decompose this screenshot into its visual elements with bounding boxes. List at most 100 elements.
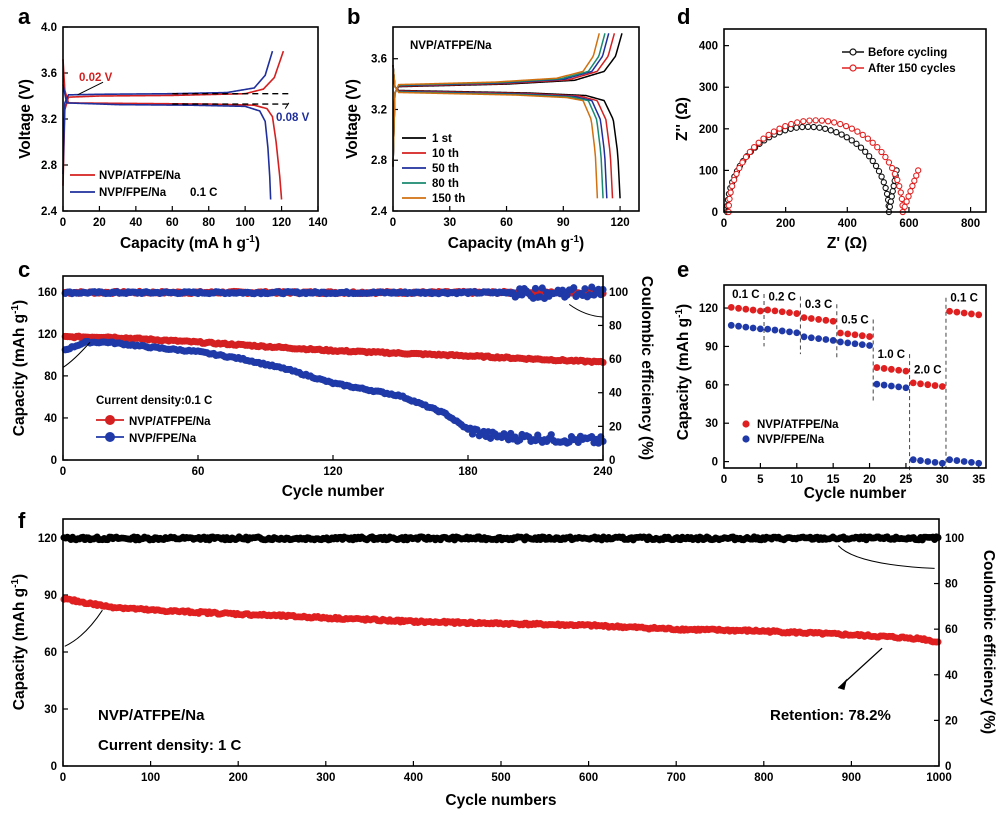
- x-tick-label: 100: [236, 217, 255, 229]
- rate-point: [946, 456, 954, 464]
- x-tick-label: 60: [166, 217, 179, 229]
- rate-point: [968, 310, 975, 318]
- y-tick-label: 30: [44, 704, 57, 716]
- panel-d-ylabel: Z'' (Ω): [674, 97, 691, 141]
- panel-e-rate-labels: 0.1 C 0.2 C 0.3 C 0.5 C 1.0 C 2.0 C 0.1 C: [732, 289, 978, 377]
- y-tick-label: 0: [712, 457, 718, 469]
- y-tick-label: 0: [712, 207, 718, 219]
- rate-point: [931, 458, 939, 466]
- legend-a-atfpe: NVP/ATFPE/Na: [99, 170, 181, 182]
- panel-a-plot: [62, 50, 290, 200]
- legend-a-fpe: NVP/FPE/Na: [99, 187, 167, 199]
- legend-d-entry: Before cycling: [868, 47, 947, 59]
- rate-label: 0.3 C: [805, 299, 833, 311]
- rate-point: [742, 305, 750, 313]
- x-tick-label: 20: [863, 474, 876, 486]
- nyquist-point: [859, 131, 866, 139]
- nyquist-line-0: [726, 126, 898, 213]
- x-tick-label: 400: [404, 772, 423, 784]
- nyquist-point: [812, 117, 819, 124]
- rate-point: [938, 383, 946, 390]
- efficiency-point: [581, 285, 589, 293]
- panel-a-ylabel: Voltage (V): [17, 79, 34, 159]
- rate-point: [844, 330, 852, 338]
- rate-point: [866, 342, 873, 349]
- rate-point: [727, 303, 735, 311]
- legend-marker: [849, 48, 857, 56]
- legend-e-entry: NVP/FPE/Na: [757, 434, 825, 446]
- annotation-a-0-08v: 0.08 V: [276, 112, 310, 124]
- x-tick-label: 20: [93, 217, 106, 229]
- rate-point: [800, 314, 808, 322]
- rate-point: [953, 457, 961, 464]
- rate-label: 0.5 C: [841, 314, 869, 326]
- rate-point: [735, 304, 742, 312]
- y-tick-label: 2.4: [371, 206, 388, 218]
- nyquist-point: [882, 153, 889, 161]
- y-tick-label: 3.6: [371, 54, 387, 66]
- panel-label-f: f: [18, 508, 26, 533]
- rate-point: [837, 329, 844, 337]
- x-tick-label: 80: [202, 217, 215, 229]
- panel-a-ticks: 0 20 40 60 80 100 120 140 2.4 2.8 3.2 3.6 4.0: [41, 22, 328, 229]
- panel-c-legend: Current density:0.1 C NVP/ATFPE/Na NVP/F…: [96, 395, 212, 445]
- nyquist-point: [883, 190, 891, 198]
- nyquist-point: [853, 140, 860, 147]
- rate-point: [880, 381, 888, 389]
- panel-d-xlabel: Z' (Ω): [827, 235, 867, 252]
- y-tick-label: 60: [705, 380, 718, 392]
- y-tick-label: 80: [44, 371, 57, 383]
- nyquist-point: [833, 129, 840, 136]
- nyquist-point: [909, 182, 916, 190]
- nyquist-point: [865, 153, 873, 160]
- nyquist-point: [862, 148, 869, 155]
- rate-point: [771, 326, 779, 334]
- nyquist-point: [742, 153, 750, 161]
- rate-point: [786, 309, 793, 317]
- curve-charge-150th: [392, 33, 600, 167]
- x-tick-label: 0: [721, 474, 727, 486]
- panel-e-xlabel: Cycle number: [804, 485, 907, 502]
- rate-point: [975, 311, 983, 319]
- nyquist-point: [857, 144, 865, 151]
- x-tick-label: 1000: [926, 772, 952, 784]
- panel-d: d 0 200 400 600 800 0 100 200 300 400 Z' (Ω) Z'' …: [674, 4, 987, 252]
- panel-c-plot: [61, 283, 607, 447]
- nyquist-point: [889, 188, 896, 195]
- nyquist-point: [746, 148, 754, 156]
- nyquist-point: [869, 139, 876, 146]
- y-tick-label: 3.2: [371, 104, 387, 116]
- panel-label-e: e: [677, 257, 689, 282]
- y-tick-label: 2.4: [41, 206, 58, 218]
- efficiency-point: [558, 286, 567, 294]
- nyquist-point: [733, 170, 740, 178]
- nyquist-point: [848, 125, 856, 132]
- y-tick-label: 40: [44, 413, 57, 425]
- rate-point: [807, 334, 815, 342]
- nyquist-point: [891, 170, 899, 178]
- panel-e-ylabel: Capacity (mAh g-1): [674, 304, 692, 440]
- nyquist-point: [885, 159, 893, 166]
- nyquist-point: [750, 144, 758, 151]
- rate-point: [902, 367, 910, 375]
- arrow-c-right: [568, 303, 604, 318]
- panel-c-ylabel: Capacity (mAh g-1): [10, 300, 28, 436]
- panel-c-y2label: Coulombic efficiency (%): [638, 276, 655, 460]
- capacity-point: [473, 426, 481, 434]
- rate-label: 0.2 C: [768, 291, 796, 303]
- x-tick-label: 100: [141, 772, 160, 784]
- arrow-f-left: [64, 609, 103, 647]
- panel-b-frame: [392, 26, 640, 212]
- x-tick-label: 900: [842, 772, 861, 784]
- legend-e-entry: NVP/ATFPE/Na: [757, 419, 839, 431]
- rate-point: [960, 458, 968, 465]
- y-tick-label: 60: [44, 647, 57, 659]
- rate-point: [960, 309, 968, 317]
- legend-b-entry: 1 st: [432, 133, 452, 145]
- panel-b: b 0 30 60 90 120 2.4 2.8 3.2 3.6 Capacity (mAh g…: [344, 4, 640, 252]
- rate-point: [793, 329, 801, 337]
- x-tick-label: 120: [272, 217, 291, 229]
